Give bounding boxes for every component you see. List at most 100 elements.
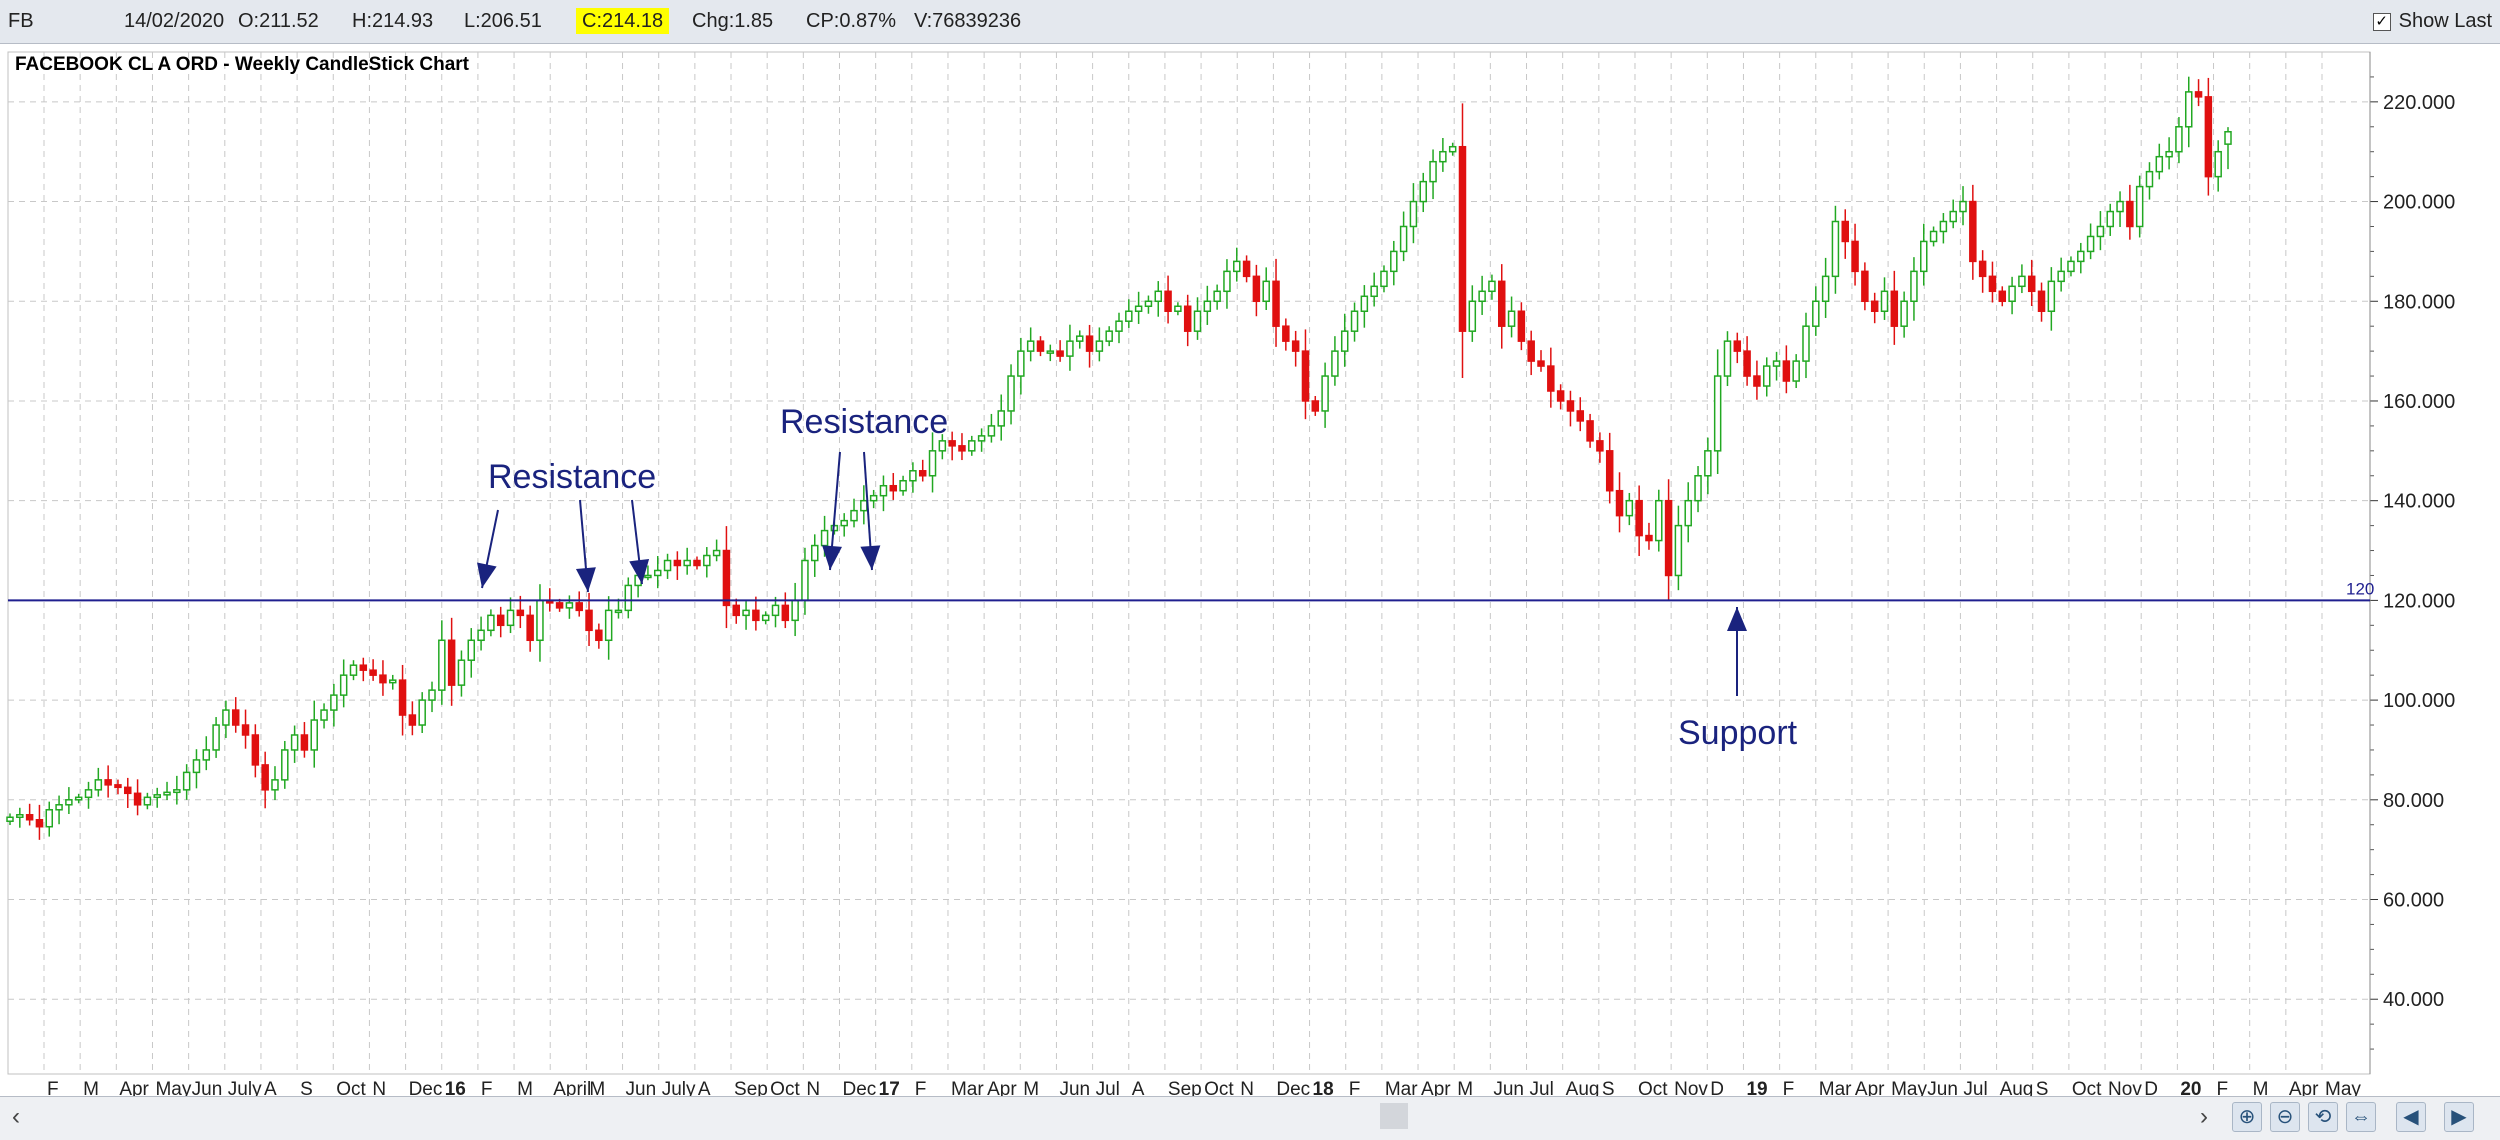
candle-body	[153, 794, 161, 799]
annotation-arrow-head	[477, 562, 497, 588]
scroll-bar[interactable]: ‹ › ⊕ ⊖ ⟲ ⇔ ◀ ▶	[0, 1096, 2500, 1140]
candle-body	[1988, 275, 1997, 293]
candle-body	[359, 664, 368, 671]
candle-body	[182, 771, 191, 791]
candle-body	[1625, 499, 1634, 517]
candle-body	[1046, 350, 1055, 354]
candle-body	[869, 494, 878, 502]
candle-body	[1900, 300, 1908, 327]
y-tick-label: 180.000	[2383, 291, 2455, 313]
candle-body	[968, 440, 976, 452]
candle-body	[1929, 230, 1938, 243]
candle-body	[1517, 310, 1526, 342]
candle-body	[212, 724, 220, 751]
x-tick-label: Aug	[1566, 1079, 1600, 1096]
candle-body	[1694, 475, 1702, 502]
candle-body	[1635, 499, 1643, 537]
candle-body	[114, 784, 122, 789]
candlestick-chart[interactable]: 40.000 60.000 80.000 100.000 120.000 140.000 1…	[0, 0, 2500, 1096]
x-tick-label: M	[517, 1079, 533, 1096]
x-tick-label: May	[1891, 1079, 1927, 1096]
candle-body	[1743, 350, 1751, 377]
x-tick-label: S	[300, 1079, 313, 1096]
candle-body	[565, 602, 574, 609]
scroll-right-button[interactable]: ›	[2200, 1103, 2208, 1130]
candle-body	[987, 425, 996, 437]
show-last-checkbox[interactable]: ✓	[2372, 12, 2391, 31]
x-tick-label: A	[698, 1079, 711, 1096]
candle-body	[496, 614, 505, 627]
candle-body	[595, 629, 603, 642]
candle-body	[467, 639, 476, 661]
candle-body	[860, 499, 868, 512]
candle-body	[791, 599, 799, 622]
candle-body	[1556, 390, 1565, 402]
x-tick-label: Dec	[842, 1079, 876, 1096]
candle-body	[2027, 275, 2036, 293]
candle-body	[222, 709, 230, 726]
candle-body	[241, 724, 250, 736]
x-tick-label: F	[1349, 1079, 1361, 1096]
annotation-arrow-head	[822, 545, 842, 570]
candle-body	[1242, 260, 1251, 278]
zoom-out-icon[interactable]: ⊖	[2270, 1102, 2300, 1132]
candle-body	[143, 796, 152, 806]
quote-toolbar: FB 14/02/2020 O:211.52 H:214.93 L:206.51…	[0, 0, 2500, 44]
candle-body	[604, 609, 613, 642]
symbol-label: FB	[8, 10, 34, 32]
x-tick-label: Oct	[336, 1079, 366, 1096]
open-value: O:211.52	[238, 10, 319, 32]
candle-body	[1409, 200, 1418, 228]
candle-body	[1390, 250, 1398, 273]
candle-body	[2037, 290, 2046, 312]
x-tick-label: Jun	[626, 1079, 657, 1096]
candle-body	[6, 816, 14, 822]
candle-body	[1115, 320, 1123, 332]
x-tick-label: Mar	[1385, 1079, 1418, 1096]
candle-body	[2165, 150, 2173, 158]
candle-body	[575, 602, 583, 612]
candle-body	[1851, 240, 1859, 273]
candle-body	[1272, 280, 1280, 327]
candle-body	[281, 749, 289, 781]
show-last-toggle[interactable]: ✓ Show Last	[2372, 0, 2492, 43]
candle-body	[663, 559, 672, 572]
candle-body	[163, 791, 171, 796]
annotation-resistance-1: Resistance	[488, 458, 656, 496]
candle-body	[555, 602, 564, 609]
candle-body	[261, 764, 269, 791]
candle-body	[585, 609, 593, 632]
x-tick-label: M	[1023, 1079, 1039, 1096]
scroll-left-button[interactable]: ‹	[12, 1103, 20, 1130]
candle-body	[1282, 325, 1290, 342]
scroll-thumb[interactable]	[1380, 1103, 1408, 1129]
candle-body	[408, 714, 417, 726]
support-line-label: 120	[2346, 579, 2374, 598]
candle-body	[879, 484, 888, 497]
prev-page-icon[interactable]: ◀	[2396, 1102, 2426, 1132]
candle-body	[673, 559, 682, 567]
x-tick-label: 16	[445, 1079, 466, 1096]
candle-body	[94, 779, 103, 791]
fit-view-icon[interactable]: ⇔	[2346, 1102, 2376, 1132]
y-tick-label: 80.000	[2383, 790, 2444, 812]
candle-body	[1821, 275, 1830, 303]
reset-view-icon[interactable]: ⟲	[2308, 1102, 2338, 1132]
candle-body	[65, 799, 73, 806]
candle-body	[1340, 330, 1349, 352]
x-tick-label: Apr	[2289, 1079, 2319, 1096]
x-tick-label: July	[228, 1079, 262, 1096]
next-page-icon[interactable]: ▶	[2444, 1102, 2474, 1132]
y-tick-label: 100.000	[2383, 690, 2455, 712]
candle-body	[320, 709, 328, 721]
candle-body	[1134, 305, 1143, 312]
candle-body	[1252, 275, 1261, 303]
candle-body	[1586, 420, 1594, 442]
candle-body	[624, 584, 633, 612]
y-tick-label: 120.000	[2383, 590, 2455, 612]
candle-body	[781, 604, 790, 622]
candle-body	[1782, 360, 1791, 382]
candle-body	[1321, 375, 1329, 412]
zoom-in-icon[interactable]: ⊕	[2232, 1102, 2262, 1132]
